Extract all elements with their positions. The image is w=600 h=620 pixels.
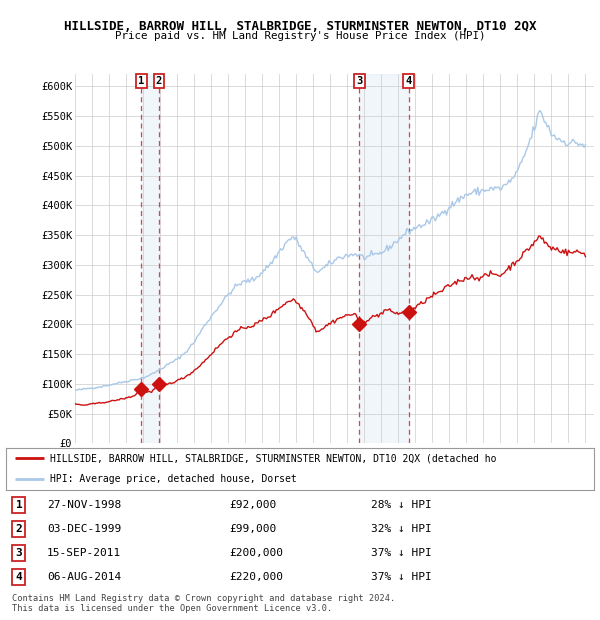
- Text: 06-AUG-2014: 06-AUG-2014: [47, 572, 121, 582]
- Text: £99,000: £99,000: [229, 524, 277, 534]
- Text: HILLSIDE, BARROW HILL, STALBRIDGE, STURMINSTER NEWTON, DT10 2QX: HILLSIDE, BARROW HILL, STALBRIDGE, STURM…: [64, 20, 536, 33]
- Text: 3: 3: [16, 548, 22, 558]
- Text: This data is licensed under the Open Government Licence v3.0.: This data is licensed under the Open Gov…: [12, 604, 332, 613]
- Text: 4: 4: [16, 572, 22, 582]
- Text: 27-NOV-1998: 27-NOV-1998: [47, 500, 121, 510]
- Text: £200,000: £200,000: [229, 548, 283, 558]
- Text: 3: 3: [356, 76, 362, 86]
- Text: 2: 2: [155, 76, 162, 86]
- Text: 15-SEP-2011: 15-SEP-2011: [47, 548, 121, 558]
- Text: 03-DEC-1999: 03-DEC-1999: [47, 524, 121, 534]
- Text: HILLSIDE, BARROW HILL, STALBRIDGE, STURMINSTER NEWTON, DT10 2QX (detached ho: HILLSIDE, BARROW HILL, STALBRIDGE, STURM…: [50, 453, 497, 463]
- Text: 2: 2: [16, 524, 22, 534]
- Text: 1: 1: [16, 500, 22, 510]
- Text: 32% ↓ HPI: 32% ↓ HPI: [371, 524, 431, 534]
- Text: £92,000: £92,000: [229, 500, 277, 510]
- Text: 37% ↓ HPI: 37% ↓ HPI: [371, 548, 431, 558]
- Text: Price paid vs. HM Land Registry's House Price Index (HPI): Price paid vs. HM Land Registry's House …: [115, 31, 485, 41]
- Text: Contains HM Land Registry data © Crown copyright and database right 2024.: Contains HM Land Registry data © Crown c…: [12, 594, 395, 603]
- Text: 4: 4: [406, 76, 412, 86]
- Bar: [359, 74, 409, 443]
- Text: £220,000: £220,000: [229, 572, 283, 582]
- Bar: [142, 74, 159, 443]
- Text: 37% ↓ HPI: 37% ↓ HPI: [371, 572, 431, 582]
- Text: HPI: Average price, detached house, Dorset: HPI: Average price, detached house, Dors…: [50, 474, 297, 484]
- Text: 1: 1: [138, 76, 145, 86]
- Text: 28% ↓ HPI: 28% ↓ HPI: [371, 500, 431, 510]
